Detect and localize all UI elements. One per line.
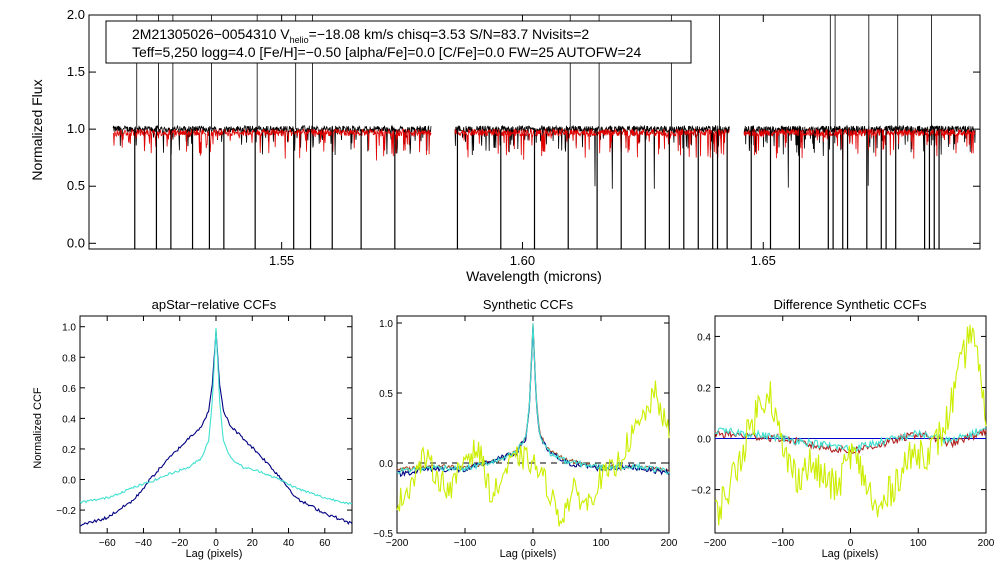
difference-ccf-xtick-label: 100	[910, 538, 927, 549]
spectrum-series-observed-chip1	[112, 124, 432, 156]
annotation-line1-suffix: =−18.08 km/s chisq=3.53 S/N=83.7 Nvisits…	[309, 26, 590, 42]
spectrum-ytick-label: 1.5	[67, 64, 85, 79]
apstar-ccf-xtick-label: 20	[247, 538, 259, 549]
apstar-ccf-ytick-label: 0.4	[62, 414, 76, 425]
synthetic-ccf-title: Synthetic CCFs	[483, 297, 574, 312]
spectrum-ytick-label: 2.0	[67, 7, 85, 22]
synthetic-ccf-ytick-label: 1.0	[379, 319, 393, 330]
difference-ccf-series-difference	[714, 324, 987, 526]
synthetic-ccf-series-difference	[396, 380, 670, 527]
apstar-ccf-series-visit-1	[79, 330, 353, 527]
apstar-ccf-xtick-label: −40	[135, 538, 152, 549]
apstar-ccf-frame	[79, 315, 353, 534]
synthetic-ccf-frame	[396, 315, 670, 534]
spectrum-xtick-label: 1.60	[510, 253, 535, 268]
synthetic-ccf-xtick-label: 0	[530, 538, 536, 549]
annotation-line2: Teff=5,250 logg=4.0 [Fe/H]=−0.50 [alpha/…	[132, 44, 641, 60]
apstar-ccf-xtick-label: 0	[213, 538, 219, 549]
apstar-ccf-xtick-label: −60	[99, 538, 116, 549]
apstar-ccf-xtick-label: 40	[283, 538, 295, 549]
apstar-ccf-ytick-label: 0.6	[62, 384, 76, 395]
annotation-box	[105, 20, 692, 64]
apstar-ccf-ytick-label: 0.2	[62, 445, 76, 456]
synthetic-ccf-series-visit-2	[396, 323, 670, 475]
apstar-ccf-panel: apStar−relative CCFs Lag (pixels) Normal…	[32, 297, 353, 560]
apstar-ccf-ytick-label: 0.0	[62, 476, 76, 487]
spectrum-ytick-label: 0.0	[67, 235, 85, 250]
apstar-ccf-ylabel: Normalized CCF	[32, 387, 44, 469]
difference-ccf-xtick-label: −200	[704, 538, 727, 549]
spectrum-xtick-label: 1.55	[269, 253, 294, 268]
annotation-line1-sub: helio	[290, 35, 309, 45]
spectrum-xtick-label: 1.65	[751, 253, 776, 268]
apstar-ccf-ytick-label: 1.0	[62, 323, 76, 334]
spectrum-ylabel: Normalized Flux	[29, 79, 45, 180]
spectrum-series-model-chip1	[112, 128, 432, 161]
spectrum-panel: Wavelength (microns) Normalized Flux 1.5…	[29, 7, 981, 284]
apstar-ccf-series-visit-2	[79, 327, 353, 505]
synthetic-ccf-panel: Synthetic CCFs Lag (pixels) −200 −100 0 100…	[373, 297, 678, 560]
synthetic-ccf-series-visit-1	[396, 327, 670, 478]
synthetic-ccf-xtick-label: 100	[593, 538, 610, 549]
synthetic-ccf-ytick-label: 0.0	[379, 459, 393, 470]
spectrum-annotation: 2M21305026−0054310 Vhelio=−18.08 km/s ch…	[105, 20, 692, 64]
annotation-line1: 2M21305026−0054310 Vhelio=−18.08 km/s ch…	[132, 26, 589, 45]
difference-ccf-xtick-label: 200	[978, 538, 995, 549]
apstar-ccf-xtick-label: −20	[171, 538, 188, 549]
annotation-line1-prefix: 2M21305026−0054310 V	[132, 26, 290, 42]
difference-ccf-xtick-label: −100	[771, 538, 794, 549]
synthetic-ccf-xtick-label: −100	[454, 538, 477, 549]
synthetic-ccf-xlabel: Lag (pixels)	[500, 548, 557, 560]
apstar-ccf-xtick-label: 60	[319, 538, 331, 549]
difference-ccf-ytick-label: 0.4	[697, 332, 711, 343]
difference-ccf-ytick-label: 0.0	[697, 435, 711, 446]
spectrum-ytick-label: 0.5	[67, 178, 85, 193]
difference-ccf-ytick-label: −0.2	[691, 486, 711, 497]
spectrum-ytick-label: 1.0	[67, 121, 85, 136]
apstar-ccf-xlabel: Lag (pixels)	[186, 548, 243, 560]
spectrum-xlabel: Wavelength (microns)	[466, 268, 602, 284]
difference-ccf-title: Difference Synthetic CCFs	[774, 297, 927, 312]
difference-ccf-xtick-label: 0	[848, 538, 854, 549]
apstar-ccf-ytick-label: 0.8	[62, 353, 76, 364]
apstar-ccf-title: apStar−relative CCFs	[152, 297, 277, 312]
spectrum-series-model-chip3	[743, 127, 976, 161]
synthetic-ccf-ytick-label: −0.5	[373, 529, 393, 540]
difference-ccf-panel: Difference Synthetic CCFs Lag (pixels) −…	[691, 297, 995, 560]
difference-ccf-xlabel: Lag (pixels)	[822, 548, 879, 560]
difference-ccf-ytick-label: 0.2	[697, 383, 711, 394]
synthetic-ccf-xtick-label: −200	[386, 538, 409, 549]
apstar-ccf-ytick-label: −0.2	[56, 506, 76, 517]
synthetic-ccf-xtick-label: 200	[661, 538, 678, 549]
synthetic-ccf-ytick-label: 0.5	[379, 389, 393, 400]
